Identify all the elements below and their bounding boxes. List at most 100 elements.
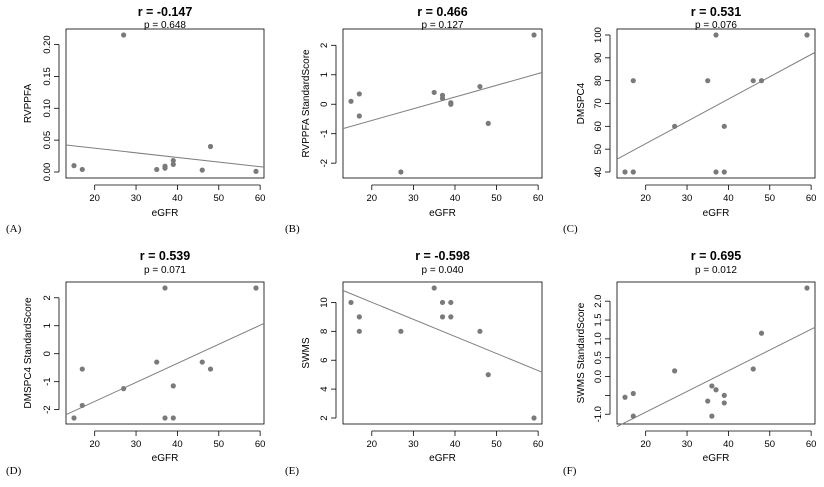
- panel-c-data-point: [721, 169, 727, 175]
- panel-c-x-tick-label: 50: [764, 193, 775, 204]
- panel-b-x-tick-label: 20: [367, 193, 378, 204]
- panel-d-x-tick-label: 20: [89, 439, 100, 450]
- panel-f-data-point: [630, 413, 636, 419]
- panel-f-data-point: [709, 413, 715, 419]
- panel-c-y-tick-label: 50: [593, 144, 604, 155]
- panel-e-x-axis-label: eGFR: [429, 453, 456, 464]
- panel-c-regression-line: [616, 51, 816, 160]
- panel-d-data-point: [207, 366, 214, 372]
- panel-e-data-point: [448, 314, 454, 320]
- panel-f-data-point: [672, 368, 678, 374]
- panel-b-plot-frame: [342, 28, 543, 179]
- panel-f-x-axis-label: eGFR: [703, 453, 730, 464]
- panel-e-data-point: [398, 328, 404, 334]
- panel-c-data-point: [622, 169, 628, 175]
- panel-b-p-value: p = 0.127: [422, 20, 464, 31]
- panel-d-p-value: p = 0.071: [144, 265, 186, 276]
- panel-b-data-point: [356, 91, 362, 97]
- panel-a-x-tick-label: 20: [89, 193, 100, 204]
- panel-a-x-tick-label: 60: [255, 193, 266, 204]
- panel-a-data-point: [154, 166, 160, 173]
- panel-b-x-tick-label: 40: [450, 193, 461, 204]
- panel-b-y-tick-label: -2: [319, 159, 330, 167]
- panel-c-data-point: [713, 169, 719, 175]
- panel-a-x-tick-label: 40: [172, 193, 183, 204]
- panel-c-data-point: [721, 123, 727, 129]
- panel-f-y-tick-label: -1.0: [593, 406, 604, 422]
- panel-b-y-tick-label: 0: [319, 102, 330, 107]
- panel-a-p-value: p = 0.648: [144, 20, 186, 31]
- panel-a-y-tick-label: 0.00: [42, 163, 53, 182]
- panel-f-y-tick-label: 2.0: [593, 295, 604, 308]
- panel-b-y-tick-label: -1: [319, 129, 330, 137]
- panel-e-data-point: [477, 328, 483, 334]
- panel-b-data-point: [431, 89, 437, 96]
- panel-c-data-point: [705, 78, 711, 84]
- panel-c-plot-frame: [616, 28, 816, 179]
- panel-d-title: r = 0.539: [140, 249, 190, 263]
- panel-d-data-point: [162, 285, 168, 291]
- panel-a-x-axis-label: eGFR: [152, 208, 179, 219]
- panel-d-data-point: [71, 415, 77, 421]
- panel-f-data-point: [709, 383, 715, 389]
- panel-e-plot-frame: [342, 281, 543, 425]
- panel-d-x-axis-label: eGFR: [152, 453, 179, 464]
- panel-d-regression-line: [65, 322, 265, 416]
- panel-f-plot-frame: [616, 281, 816, 425]
- panel-f-title: r = 0.695: [691, 249, 741, 263]
- panel-c-x-axis-label: eGFR: [703, 208, 730, 219]
- panel-c-title: r = 0.531: [691, 5, 741, 19]
- panel-b-data-point: [477, 83, 483, 90]
- panel-f-x-tick-label: 20: [640, 439, 651, 450]
- panel-a-data-point: [71, 163, 77, 169]
- panel-d-label: (D): [6, 465, 22, 477]
- panel-d-y-tick-label: -1: [42, 377, 53, 385]
- panel-d-data-point: [79, 402, 85, 409]
- panel-b-data-point: [439, 95, 446, 101]
- panel-b-label: (B): [285, 223, 300, 235]
- panel-b-y-tick-label: 2: [319, 43, 330, 48]
- panel-f-y-tick-label: 1.0: [593, 332, 604, 345]
- panel-a-data-point: [79, 166, 85, 173]
- panel-f-x-tick-label: 60: [806, 439, 817, 450]
- panel-b-y-tick-label: 1: [319, 72, 330, 77]
- panel-d-y-axis-label: DMSPC4 StandardScore: [23, 297, 34, 409]
- panel-a-data-point: [121, 32, 127, 38]
- panel-c-label: (C): [563, 223, 578, 235]
- panel-e-p-value: p = 0.040: [422, 265, 464, 276]
- panel-e-data-point: [431, 285, 437, 291]
- panel-c-data-point: [630, 78, 636, 84]
- panel-d-plot-frame: [65, 281, 265, 425]
- panel-a-x-tick-label: 30: [131, 193, 142, 204]
- panel-d-data-point: [170, 383, 176, 389]
- panel-f-p-value: p = 0.012: [695, 265, 737, 276]
- panel-c-data-point: [750, 78, 756, 84]
- panel-f-data-point: [721, 392, 727, 398]
- panel-f-data-point: [713, 387, 719, 393]
- panel-c-y-tick-label: 90: [593, 53, 604, 64]
- panel-a-data-point: [199, 167, 205, 173]
- panel-b-data-point: [398, 169, 404, 175]
- panel-a-data-point: [170, 161, 176, 167]
- panel-a-title: r = -0.147: [138, 5, 193, 19]
- panel-e-y-tick-label: 8: [319, 329, 330, 334]
- panel-d-data-point: [162, 415, 168, 421]
- panel-a-regression-line: [65, 144, 265, 168]
- panel-c-data-point: [672, 123, 678, 129]
- panel-a-data-point: [207, 143, 214, 150]
- panel-a-y-tick-label: 0.15: [42, 67, 53, 86]
- panel-f-x-tick-label: 50: [764, 439, 775, 450]
- panel-f-data-point: [804, 285, 810, 291]
- panel-e-x-tick-label: 30: [408, 439, 419, 450]
- panel-d-y-tick-label: 0: [42, 351, 53, 356]
- panel-b-data-point: [356, 113, 362, 119]
- panel-d-data-point: [121, 386, 127, 392]
- panel-f-x-tick-label: 30: [682, 439, 693, 450]
- panel-e-y-tick-label: 4: [319, 386, 330, 391]
- panel-d-x-tick-label: 50: [213, 439, 224, 450]
- panel-c-y-tick-label: 80: [593, 75, 604, 86]
- panel-b-x-tick-label: 30: [408, 193, 419, 204]
- panel-b-x-tick-label: 60: [533, 193, 544, 204]
- panel-e-label: (E): [285, 465, 299, 477]
- panel-f-data-point: [750, 366, 756, 372]
